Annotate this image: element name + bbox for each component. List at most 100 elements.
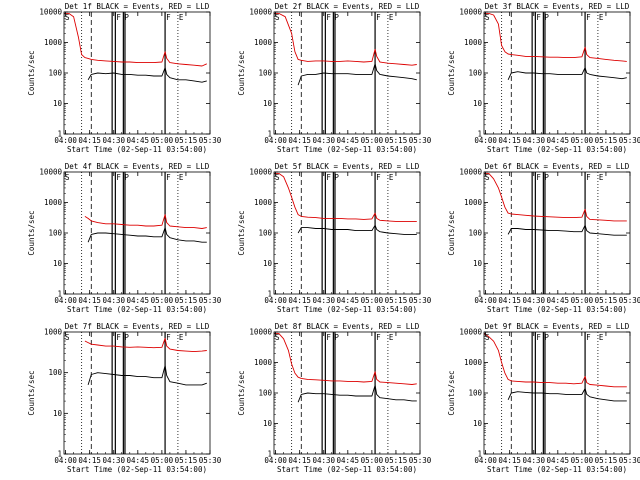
- series-line-events: [87, 365, 207, 386]
- annotation-label: P: [334, 13, 339, 22]
- plot-frame: [483, 11, 631, 135]
- x-tick-label: 04:30: [522, 456, 545, 465]
- plot-area: [81, 332, 207, 454]
- x-tick-label: 05:30: [199, 136, 222, 145]
- y-axis-label: Counts/sec: [237, 210, 246, 255]
- annotation-label: F: [586, 173, 591, 182]
- y-tick-label: 10000: [459, 8, 482, 17]
- x-axis-label: Start Time (02-Sep-11 03:54:00): [277, 145, 417, 154]
- annotation-label: S: [65, 173, 70, 182]
- plot-frame: [273, 11, 421, 135]
- plot-area: [484, 12, 627, 134]
- plot-title: Det 3f BLACK = Events, RED = LLD: [485, 2, 630, 11]
- x-tick-label: 05:00: [151, 456, 174, 465]
- plot-title: Det 9f BLACK = Events, RED = LLD: [485, 322, 630, 331]
- annotation-label: E: [389, 333, 394, 342]
- x-tick-label: 05:30: [409, 456, 432, 465]
- annotation-label: S: [485, 13, 490, 22]
- x-tick-label: 05:15: [595, 136, 618, 145]
- y-tick-label: 1000: [254, 38, 273, 47]
- y-tick-label: 10000: [249, 8, 272, 17]
- x-axis-label: Start Time (02-Sep-11 03:54:00): [277, 305, 417, 314]
- detector-plot: Det 1f BLACK = Events, RED = LLD Start Ti…: [27, 2, 222, 154]
- annotation-label: F: [586, 13, 591, 22]
- y-tick-label: 1: [477, 130, 482, 139]
- series-line-events: [297, 224, 417, 235]
- y-tick-label: 100: [468, 69, 482, 78]
- annotation-label: E: [389, 13, 394, 22]
- annotation-label: P: [124, 173, 129, 182]
- y-tick-label: 10: [53, 259, 63, 268]
- plot-area: [274, 172, 417, 294]
- x-tick-label: 04:00: [474, 296, 497, 305]
- x-tick-label: 05:15: [175, 456, 198, 465]
- y-tick-label: 100: [468, 389, 482, 398]
- annotation-label: F: [116, 13, 121, 22]
- x-tick-label: 04:15: [498, 136, 521, 145]
- x-tick-label: 04:00: [474, 136, 497, 145]
- y-tick-label: 100: [48, 229, 62, 238]
- annotation-label: P: [544, 333, 549, 342]
- plot-frame: [63, 331, 211, 455]
- x-tick-label: 05:30: [199, 296, 222, 305]
- plot-frame: [63, 11, 211, 135]
- x-tick-label: 04:15: [78, 136, 101, 145]
- plot-title: Det 1f BLACK = Events, RED = LLD: [65, 2, 210, 11]
- annotation-label: E: [179, 173, 184, 182]
- y-tick-label: 1: [57, 290, 62, 299]
- annotation-label: P: [544, 13, 549, 22]
- x-tick-label: 04:45: [337, 456, 360, 465]
- y-tick-label: 100: [258, 389, 272, 398]
- y-tick-label: 100: [48, 69, 62, 78]
- annotation-label: F: [166, 13, 171, 22]
- y-tick-label: 10: [473, 99, 483, 108]
- x-tick-label: 05:15: [385, 296, 408, 305]
- x-tick-label: 05:00: [361, 296, 384, 305]
- y-tick-label: 10000: [249, 328, 272, 337]
- x-tick-label: 05:00: [571, 456, 594, 465]
- annotation-label: P: [334, 173, 339, 182]
- x-tick-label: 05:15: [595, 296, 618, 305]
- x-axis-label: Start Time (02-Sep-11 03:54:00): [487, 305, 627, 314]
- annotation-label: S: [65, 333, 70, 342]
- y-tick-label: 1: [267, 450, 272, 459]
- annotation-label: E: [599, 173, 604, 182]
- y-axis-label: Counts/sec: [237, 50, 246, 95]
- x-tick-label: 05:00: [151, 296, 174, 305]
- x-tick-label: 05:00: [151, 136, 174, 145]
- series-line-lld: [484, 333, 627, 388]
- plot-area: [81, 172, 207, 294]
- y-tick-label: 10000: [39, 168, 62, 177]
- annotation-label: F: [376, 13, 381, 22]
- y-axis-label: Counts/sec: [447, 210, 456, 255]
- annotation-label: S: [275, 173, 280, 182]
- y-tick-label: 1: [267, 130, 272, 139]
- x-tick-label: 05:15: [385, 456, 408, 465]
- x-tick-label: 04:15: [78, 456, 101, 465]
- y-tick-label: 10000: [459, 168, 482, 177]
- series-line-lld: [484, 172, 627, 222]
- x-tick-label: 04:00: [54, 136, 77, 145]
- detector-plot: Det 3f BLACK = Events, RED = LLD Start Ti…: [447, 2, 640, 154]
- x-tick-label: 04:45: [337, 136, 360, 145]
- x-tick-label: 05:30: [619, 136, 640, 145]
- annotation-label: E: [599, 13, 604, 22]
- x-tick-label: 05:30: [409, 136, 432, 145]
- annotation-label: E: [599, 333, 604, 342]
- x-tick-label: 04:15: [498, 296, 521, 305]
- x-tick-label: 05:00: [361, 136, 384, 145]
- x-tick-label: 04:15: [498, 456, 521, 465]
- x-tick-label: 04:00: [474, 456, 497, 465]
- series-line-lld: [84, 214, 207, 229]
- detector-plot: Det 2f BLACK = Events, RED = LLD Start Ti…: [237, 2, 432, 154]
- series-line-events: [507, 67, 627, 80]
- annotation-label: F: [376, 333, 381, 342]
- detector-plot: Det 4f BLACK = Events, RED = LLD Start Ti…: [27, 162, 222, 314]
- detector-plot: Det 9f BLACK = Events, RED = LLD Start Ti…: [447, 322, 640, 474]
- y-tick-label: 10: [473, 419, 483, 428]
- y-tick-label: 1000: [464, 38, 483, 47]
- series-line-lld: [64, 12, 207, 67]
- y-axis-label: Counts/sec: [447, 370, 456, 415]
- x-tick-label: 04:30: [522, 296, 545, 305]
- y-tick-label: 10: [473, 259, 483, 268]
